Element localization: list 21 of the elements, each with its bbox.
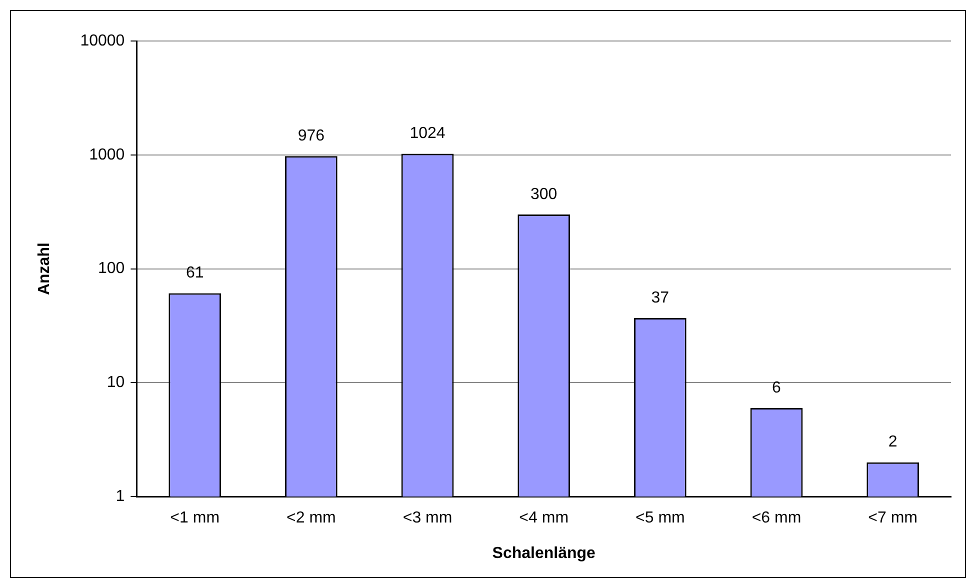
x-tick-label: <6 mm	[752, 510, 802, 527]
x-tick-label: <2 mm	[286, 510, 336, 527]
x-tick-label: <1 mm	[170, 510, 220, 527]
data-label: 61	[186, 264, 204, 282]
x-tick-label: <5 mm	[636, 510, 685, 527]
y-tick-label: 1	[116, 488, 125, 506]
y-tick-label: 100	[98, 260, 125, 278]
data-label: 37	[651, 289, 670, 306]
y-axis-title: Anzahl	[36, 242, 54, 296]
x-axis-title: Schalenlänge	[492, 544, 596, 562]
y-tick-label: 10000	[80, 32, 125, 50]
data-label: 2	[888, 434, 898, 451]
data-label: 976	[298, 128, 325, 145]
data-label: 300	[530, 186, 558, 203]
data-label: 1024	[410, 125, 446, 142]
x-tick-label: <4 mm	[519, 510, 569, 527]
x-tick-label: <7 mm	[868, 510, 918, 527]
x-tick-label: <3 mm	[402, 510, 452, 527]
data-label: 6	[772, 379, 782, 396]
y-tick-label: 10	[106, 374, 125, 392]
y-tick-label: 1000	[89, 146, 125, 164]
